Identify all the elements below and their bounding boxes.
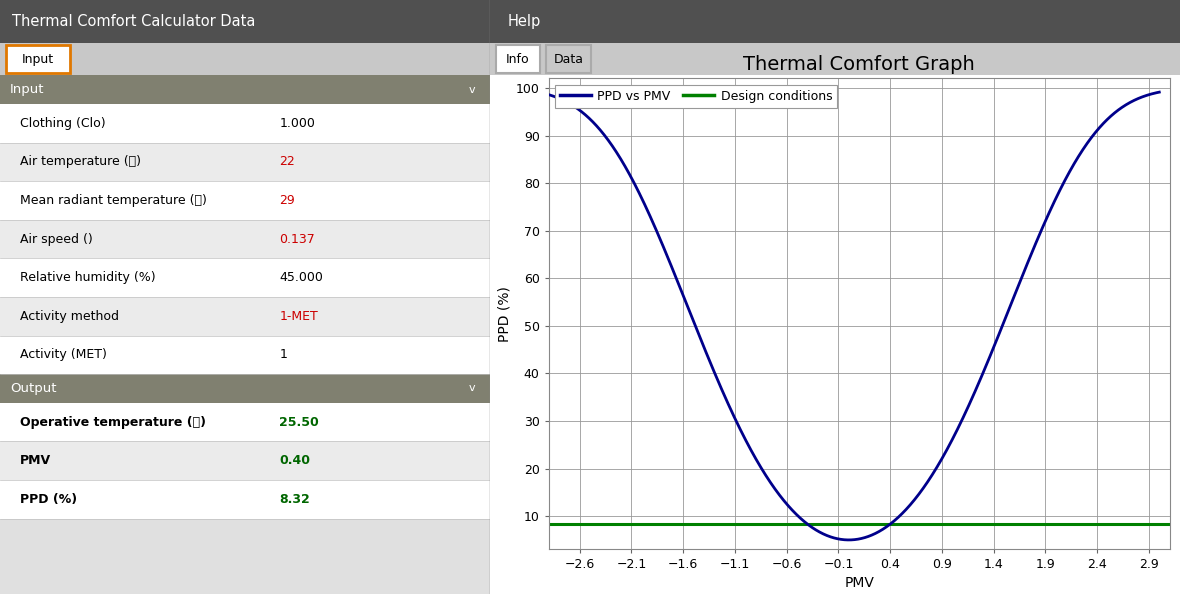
Text: 0.137: 0.137 (280, 233, 315, 245)
FancyBboxPatch shape (0, 403, 490, 441)
Text: 25.50: 25.50 (280, 416, 319, 428)
Text: Input: Input (9, 83, 45, 96)
Text: 22: 22 (280, 156, 295, 168)
FancyBboxPatch shape (0, 181, 490, 220)
Text: Input: Input (21, 53, 54, 65)
Text: Relative humidity (%): Relative humidity (%) (20, 271, 156, 284)
Y-axis label: PPD (%): PPD (%) (498, 286, 512, 342)
FancyBboxPatch shape (0, 258, 490, 297)
Text: Data: Data (553, 53, 583, 65)
Text: Mean radiant temperature (數): Mean radiant temperature (數) (20, 194, 206, 207)
Text: 29: 29 (280, 194, 295, 207)
FancyBboxPatch shape (496, 45, 540, 74)
Text: PPD (%): PPD (%) (20, 493, 77, 505)
Text: 8.32: 8.32 (280, 493, 310, 505)
Text: PMV: PMV (20, 454, 51, 467)
FancyBboxPatch shape (0, 75, 490, 104)
Legend: PPD vs PMV, Design conditions: PPD vs PMV, Design conditions (555, 85, 838, 108)
X-axis label: PMV: PMV (844, 576, 874, 590)
Text: Info: Info (506, 53, 530, 65)
Text: Help: Help (507, 14, 540, 29)
FancyBboxPatch shape (0, 374, 490, 403)
Text: Air speed (): Air speed () (20, 233, 92, 245)
FancyBboxPatch shape (6, 45, 70, 74)
FancyBboxPatch shape (546, 45, 591, 74)
FancyBboxPatch shape (0, 441, 490, 480)
FancyBboxPatch shape (0, 519, 490, 594)
FancyBboxPatch shape (0, 104, 490, 143)
Text: 1-MET: 1-MET (280, 310, 319, 323)
Text: 0.40: 0.40 (280, 454, 310, 467)
Text: Operative temperature (數): Operative temperature (數) (20, 416, 205, 428)
FancyBboxPatch shape (0, 0, 490, 43)
Text: 1.000: 1.000 (280, 117, 315, 129)
Text: Thermal Comfort Calculator Data: Thermal Comfort Calculator Data (12, 14, 256, 29)
Text: Output: Output (9, 382, 57, 395)
FancyBboxPatch shape (490, 75, 1180, 594)
FancyBboxPatch shape (490, 43, 1180, 75)
FancyBboxPatch shape (0, 480, 490, 519)
FancyBboxPatch shape (0, 220, 490, 258)
FancyBboxPatch shape (0, 297, 490, 336)
FancyBboxPatch shape (0, 336, 490, 374)
FancyBboxPatch shape (490, 0, 1180, 43)
Text: Activity (MET): Activity (MET) (20, 349, 106, 361)
Text: v: v (468, 85, 476, 94)
Text: 1: 1 (280, 349, 287, 361)
Text: Clothing (Clo): Clothing (Clo) (20, 117, 105, 129)
Text: Air temperature (數): Air temperature (數) (20, 156, 140, 168)
Title: Thermal Comfort Graph: Thermal Comfort Graph (743, 55, 975, 74)
Text: v: v (468, 384, 476, 393)
FancyBboxPatch shape (0, 43, 490, 75)
FancyBboxPatch shape (0, 143, 490, 181)
Text: 45.000: 45.000 (280, 271, 323, 284)
Text: Activity method: Activity method (20, 310, 119, 323)
